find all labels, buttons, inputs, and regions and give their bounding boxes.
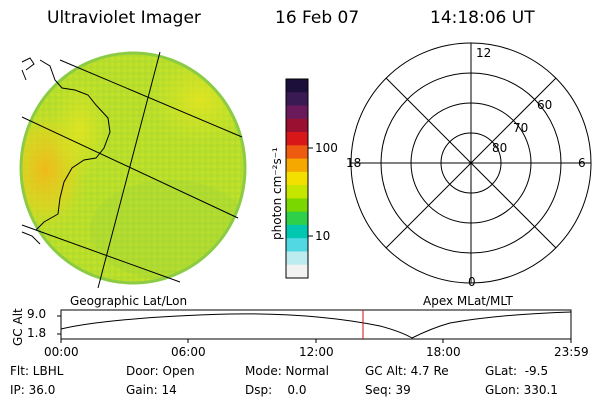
date-label: 16 Feb 07 [275, 8, 360, 28]
altitude-xtick-1: 06:00 [171, 345, 206, 359]
colorbar-segment [286, 132, 308, 146]
instrument-title: Ultraviolet Imager [47, 8, 201, 28]
coastline [21, 57, 111, 245]
colorbar-unit-label: photon cm⁻²s⁻¹ [270, 147, 284, 240]
status-glon: GLon: 330.1 [485, 383, 558, 397]
colorbar-tick-10: 10 [315, 229, 331, 243]
colorbar-segment [286, 145, 308, 160]
mlt-label-bottom: 0 [468, 275, 476, 289]
colorbar-segment [286, 224, 308, 239]
status-dsp: Dsp: 0.0 [245, 383, 307, 397]
mlat-label-80: 80 [492, 141, 508, 155]
colorbar [286, 79, 308, 279]
status-gain: Gain: 14 [126, 383, 177, 397]
altitude-xtick-2: 12:00 [299, 345, 334, 359]
status-gc-alt: GC Alt: 4.7 Re [365, 364, 449, 378]
altitude-curve [60, 311, 572, 339]
status-mode: Mode: Normal [245, 364, 329, 378]
uv-image-disk [19, 51, 247, 285]
colorbar-segment [286, 198, 308, 213]
colorbar-segment [286, 118, 308, 133]
altitude-xtick-4: 23:59 [554, 345, 589, 359]
mlt-label-right: 6 [578, 156, 586, 170]
altitude-ytick-top: 9.0 [27, 307, 47, 321]
time-label: 14:18:06 UT [430, 8, 535, 28]
mlat-label-60: 60 [537, 98, 553, 112]
polar-panel-label: Apex MLat/MLT [423, 294, 513, 308]
colorbar-segment [286, 158, 308, 173]
altitude-ylabel: GC Alt [11, 308, 25, 346]
mlat-label-70: 70 [513, 121, 529, 135]
altitude-plot [57, 309, 572, 343]
colorbar-segment [286, 92, 308, 107]
colorbar-segment [286, 251, 308, 266]
colorbar-segment [286, 105, 308, 120]
colorbar-segment [286, 171, 308, 186]
status-flt: Flt: LBHL [10, 364, 64, 378]
geo-panel-label: Geographic Lat/Lon [70, 294, 188, 308]
mlt-label-top: 12 [476, 46, 492, 60]
mlt-label-left: 18 [346, 156, 362, 170]
altitude-xtick-3: 18:00 [426, 345, 461, 359]
colorbar-segment [286, 185, 308, 199]
colorbar-segment [286, 211, 308, 226]
colorbar-segment [286, 79, 308, 93]
status-door: Door: Open [126, 364, 195, 378]
altitude-ytick-bottom: 1.8 [27, 326, 47, 340]
altitude-xtick-0: 00:00 [44, 345, 79, 359]
geo-grid [21, 51, 243, 289]
colorbar-segment [286, 238, 308, 252]
status-ip: IP: 36.0 [10, 383, 56, 397]
status-glat: GLat: -9.5 [485, 364, 549, 378]
colorbar-tick-100: 100 [315, 141, 338, 155]
polar-plot [350, 42, 592, 284]
status-seq: Seq: 39 [365, 383, 411, 397]
colorbar-segment [286, 264, 308, 279]
